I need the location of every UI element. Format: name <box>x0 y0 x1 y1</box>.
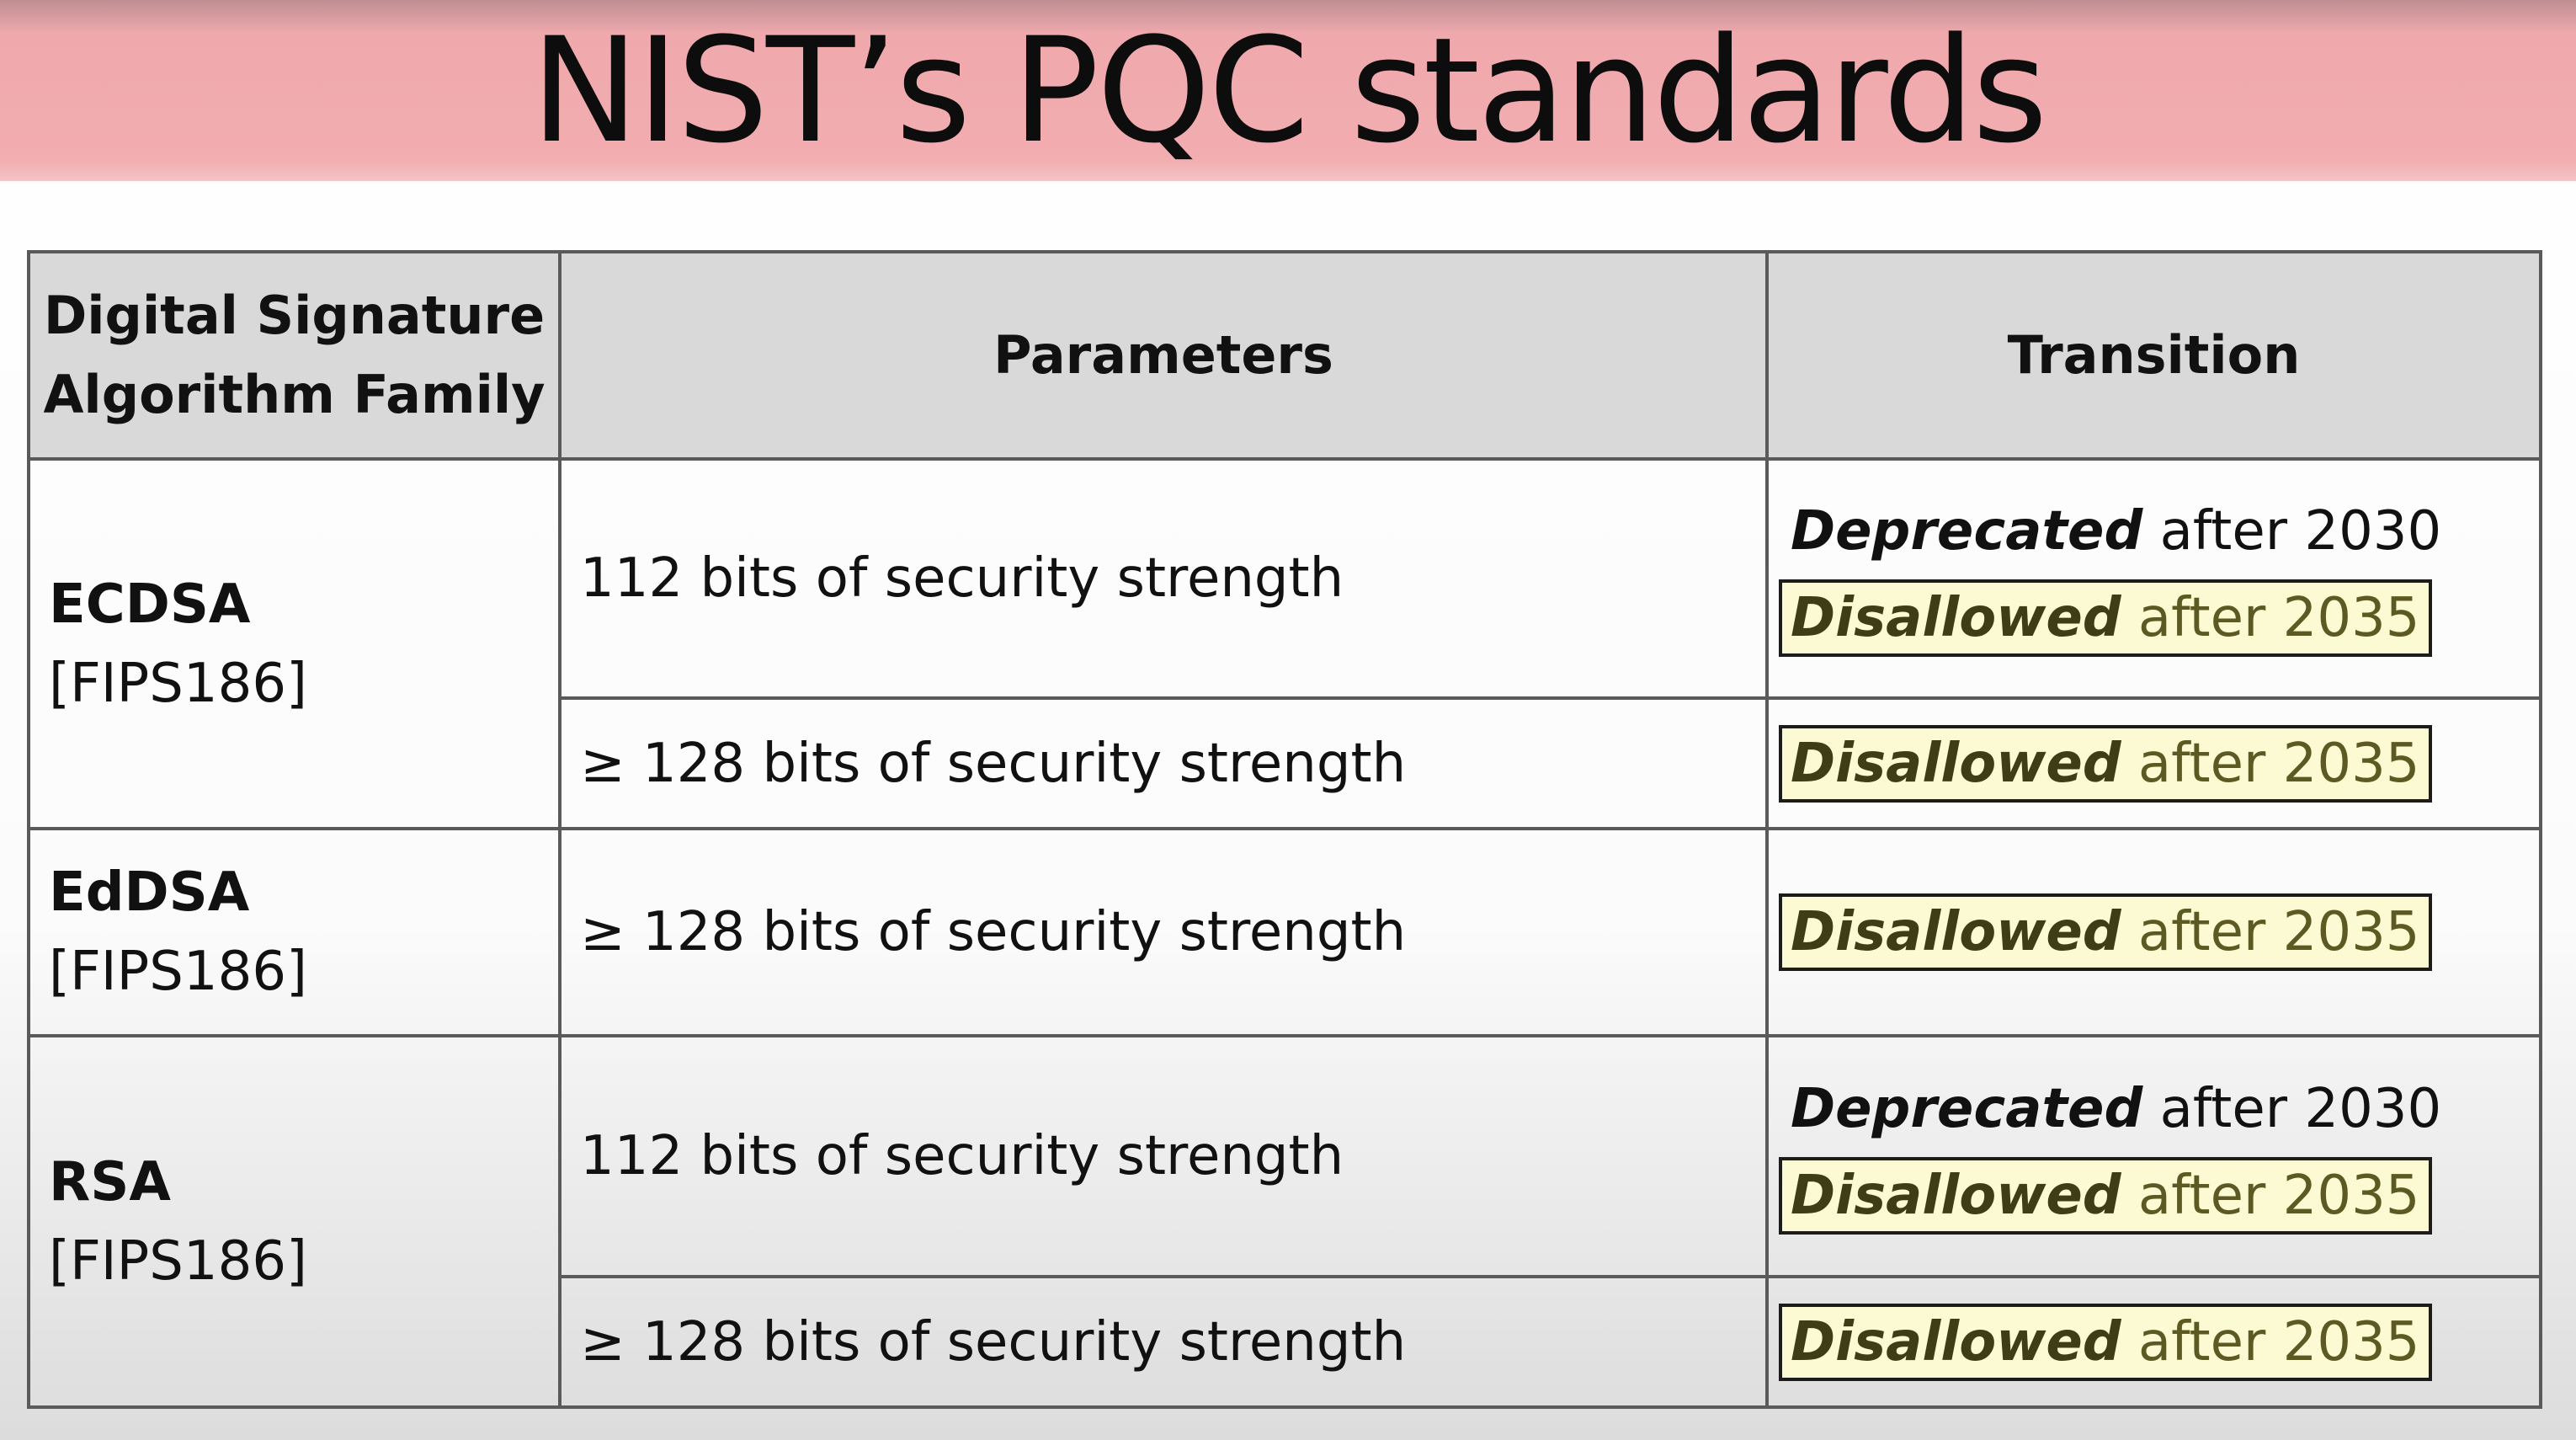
deprecated-note: Deprecated after 2030 <box>1779 500 2539 563</box>
disallowed-word: Disallowed <box>1791 1310 2121 1373</box>
table-header-row: Digital Signature Algorithm Family Param… <box>27 250 2542 461</box>
transition-cell: Disallowed after 2035 <box>1765 696 2542 830</box>
deprecated-word: Deprecated <box>1791 500 2143 563</box>
slide-title: NIST’s PQC standards <box>530 6 2048 175</box>
disallowed-badge: Disallowed after 2035 <box>1779 893 2432 971</box>
disallowed-date: after 2035 <box>2121 587 2420 649</box>
transition-cell: Deprecated after 2030 Disallowed after 2… <box>1765 457 2542 700</box>
parameter-cell: ≥ 128 bits of security strength <box>558 827 1769 1037</box>
deprecated-note: Deprecated after 2030 <box>1779 1078 2539 1140</box>
family-cell-rsa: RSA [FIPS186] <box>27 1034 562 1409</box>
parameter-cell: 112 bits of security strength <box>558 1034 1769 1278</box>
disallowed-word: Disallowed <box>1791 587 2121 649</box>
header-parameters: Parameters <box>558 250 1769 461</box>
family-ref: [FIPS186] <box>49 1229 307 1293</box>
deprecated-date: after 2030 <box>2142 1078 2442 1140</box>
table-row: ECDSA [FIPS186] 112 bits of security str… <box>27 457 2542 830</box>
family-ref: [FIPS186] <box>49 652 307 715</box>
disallowed-date: after 2035 <box>2121 1165 2420 1227</box>
family-ref: [FIPS186] <box>49 941 307 1003</box>
disallowed-badge: Disallowed after 2035 <box>1779 1303 2432 1381</box>
header-family-line2: Algorithm Family <box>43 364 546 425</box>
header-transition: Transition <box>1765 250 2542 461</box>
disallowed-badge: Disallowed after 2035 <box>1779 724 2432 803</box>
disallowed-word: Disallowed <box>1791 901 2121 963</box>
header-family: Digital Signature Algorithm Family <box>27 250 562 461</box>
table-row: ≥ 128 bits of security strength Disallow… <box>29 1275 2542 1409</box>
family-name: EdDSA <box>49 861 250 924</box>
disallowed-word: Disallowed <box>1791 732 2121 795</box>
disallowed-badge: Disallowed after 2035 <box>1779 1157 2432 1235</box>
table-row: ≥ 128 bits of security strength Disallow… <box>29 696 2542 830</box>
parameter-cell: ≥ 128 bits of security strength <box>558 1275 1769 1409</box>
deprecated-date: after 2030 <box>2142 500 2442 563</box>
pqc-transition-table: Digital Signature Algorithm Family Param… <box>27 250 2542 1409</box>
disallowed-date: after 2035 <box>2121 732 2420 795</box>
title-bar <box>0 0 2576 181</box>
disallowed-date: after 2035 <box>2121 1310 2420 1373</box>
table-row: EdDSA [FIPS186] ≥ 128 bits of security s… <box>27 827 2542 1037</box>
table-row: RSA [FIPS186] 112 bits of security stren… <box>27 1034 2542 1409</box>
parameter-cell: 112 bits of security strength <box>558 457 1769 700</box>
parameter-cell: ≥ 128 bits of security strength <box>558 696 1769 830</box>
transition-cell: Disallowed after 2035 <box>1765 827 2542 1037</box>
family-name: RSA <box>49 1150 171 1213</box>
transition-cell: Deprecated after 2030 Disallowed after 2… <box>1765 1034 2542 1278</box>
transition-cell: Disallowed after 2035 <box>1765 1275 2542 1409</box>
disallowed-date: after 2035 <box>2121 901 2420 963</box>
disallowed-badge: Disallowed after 2035 <box>1779 579 2432 657</box>
family-cell-eddsa: EdDSA [FIPS186] <box>27 827 562 1037</box>
header-family-line1: Digital Signature <box>43 285 546 346</box>
deprecated-word: Deprecated <box>1791 1078 2143 1140</box>
disallowed-word: Disallowed <box>1791 1165 2121 1227</box>
family-name: ECDSA <box>49 573 251 636</box>
family-cell-ecdsa: ECDSA [FIPS186] <box>27 457 562 830</box>
